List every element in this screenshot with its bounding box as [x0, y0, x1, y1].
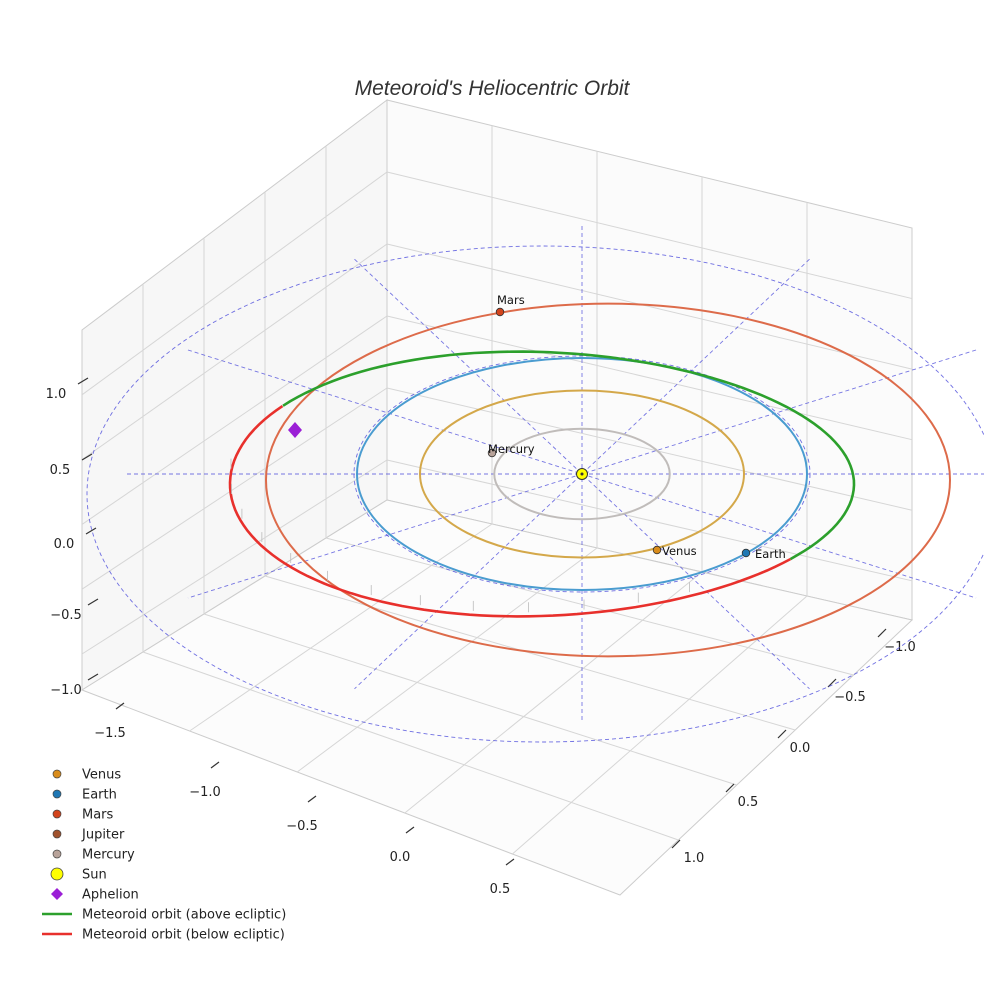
chart-title: Meteoroid's Heliocentric Orbit [355, 77, 631, 100]
gridline-floor-a-1 [203, 613, 737, 786]
gridline-back-right-h-2 [386, 315, 913, 441]
legend-label-6: Aphelion [82, 888, 139, 903]
x-tick-mark-2 [307, 795, 317, 803]
gridline-floor-b-2 [404, 571, 703, 814]
z-tick-mark-0 [87, 673, 99, 681]
meteoroid-orbit-above [282, 350, 856, 561]
y-tick-label-4: 1.0 [684, 851, 705, 866]
y-tick-label-1: −0.5 [834, 690, 866, 705]
x-tick-label-2: −0.5 [286, 819, 318, 834]
x-tick-label-4: 0.5 [490, 882, 511, 897]
legend-label-7: Meteoroid orbit (above ecliptic) [82, 908, 286, 923]
z-tick-label-1: −0.5 [50, 608, 82, 623]
planet-marker-venus [652, 545, 662, 555]
z-tick-mark-3 [81, 453, 93, 461]
axis-ticks: −1.5 −1.0 −0.5 0.0 0.5 −1.0 −0.5 0.0 0.5 1.0 −1.0 −… [46, 377, 916, 897]
legend-marker-5 [50, 867, 64, 881]
gridline-floor-a-0 [142, 651, 679, 841]
gridline-floor-b-0 [189, 523, 493, 732]
gridlines [81, 125, 913, 855]
planet-label-venus: Venus [662, 544, 697, 558]
y-tick-mark-3 [725, 783, 735, 793]
legend-label-4: Mercury [82, 848, 135, 863]
legend-label-3: Jupiter [81, 828, 125, 843]
x-tick-mark-4 [505, 858, 515, 866]
y-tick-mark-2 [777, 729, 787, 739]
gridline-back-left-h-2 [81, 315, 388, 525]
x-tick-mark-1 [210, 761, 220, 769]
reference-spoke-4 [354, 258, 810, 690]
z-tick-mark-1 [87, 598, 99, 606]
gridline-back-right-h-4 [386, 459, 913, 582]
gridline-back-left-h-0 [81, 171, 388, 396]
z-tick-label-2: 0.0 [54, 537, 75, 552]
legend-label-0: Venus [82, 768, 121, 783]
sun-center [580, 472, 584, 476]
planet-marker-mercury [487, 448, 497, 458]
aphelion-marker [288, 422, 302, 438]
y-tick-mark-0 [877, 628, 887, 638]
x-tick-label-1: −1.0 [189, 785, 221, 800]
3d-grid-panes [80, 98, 914, 896]
planet-label-earth: Earth [755, 547, 786, 561]
y-tick-label-0: −1.0 [884, 640, 916, 655]
z-tick-label-3: 0.5 [50, 463, 71, 478]
gridline-floor-a-2 [264, 575, 796, 731]
legend-marker-6 [51, 888, 63, 900]
legend-label-8: Meteoroid orbit (below ecliptic) [82, 928, 285, 943]
legend-label-2: Mars [82, 808, 114, 823]
gridline-back-left-h-3 [81, 387, 388, 590]
reference-spoke-2 [354, 258, 810, 690]
legend-marker-3 [52, 829, 62, 839]
planet-label-mars: Mars [497, 293, 525, 307]
legend-marker-2 [52, 809, 62, 819]
z-tick-label-0: −1.0 [50, 683, 82, 698]
y-tick-label-3: 0.5 [738, 795, 759, 810]
legend: Venus Earth Mars Jupiter Mercury Sun Aphelion M… [42, 768, 286, 943]
gridline-back-right-h-0 [386, 171, 913, 300]
y-tick-label-2: 0.0 [790, 741, 811, 756]
meteoroid-orbit [228, 350, 856, 618]
markers: Mercury Venus Earth Mars [288, 293, 786, 561]
planet-label-mercury: Mercury [488, 442, 535, 456]
gridline-floor-a-3 [325, 537, 854, 676]
orbit-mars [265, 302, 951, 658]
orbit-mercury [493, 427, 671, 521]
orbit-earth [356, 357, 808, 591]
x-tick-label-0: −1.5 [94, 726, 126, 741]
z-tick-label-4: 1.0 [46, 387, 67, 402]
gridline-back-left-h-4 [81, 459, 388, 655]
reference-circle-outer [86, 245, 984, 743]
planet-marker-mars [495, 307, 505, 317]
z-tick-mark-2 [85, 527, 97, 535]
x-tick-mark-0 [115, 702, 125, 710]
planet-marker-earth [741, 548, 751, 558]
orbit-venus [419, 389, 745, 559]
gridline-floor-b-1 [296, 547, 598, 773]
y-tick-mark-1 [827, 678, 837, 688]
planet-orbits [265, 302, 951, 658]
gridline-back-right-h-1 [386, 243, 913, 370]
legend-label-5: Sun [82, 868, 107, 883]
legend-marker-0 [52, 769, 62, 779]
legend-label-1: Earth [82, 788, 117, 803]
x-tick-label-3: 0.0 [390, 850, 411, 865]
legend-marker-4 [52, 849, 62, 859]
legend-marker-1 [52, 789, 62, 799]
gridline-back-left-h-1 [81, 243, 388, 461]
y-tick-mark-4 [671, 839, 681, 849]
meteoroid-orbit-below [228, 405, 791, 618]
gridline-back-right-h-3 [386, 387, 913, 511]
x-tick-mark-3 [405, 826, 415, 834]
z-tick-mark-4 [77, 377, 89, 385]
